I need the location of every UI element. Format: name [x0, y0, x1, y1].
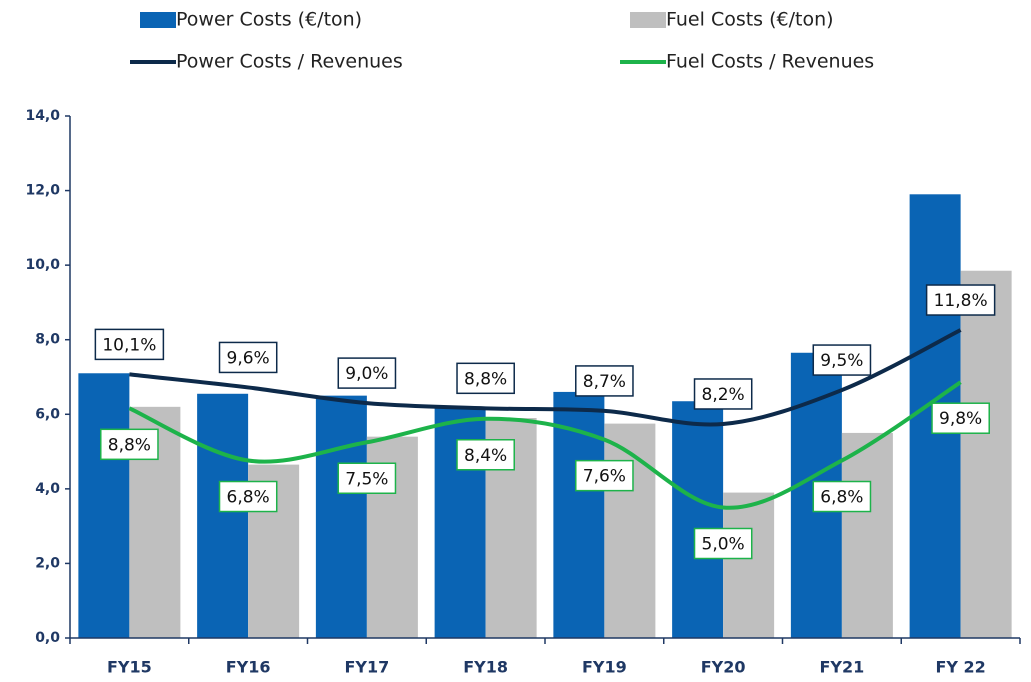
value-label-box — [925, 284, 996, 316]
legend-label: Power Costs / Revenues — [176, 51, 403, 73]
value-label: 11,8% — [934, 291, 988, 311]
x-tick-label: FY16 — [226, 658, 271, 677]
legend-swatch — [630, 12, 666, 28]
x-tick-label: FY20 — [701, 658, 746, 677]
y-tick-label: 0,0 — [35, 630, 60, 646]
value-label: 8,2% — [702, 385, 745, 405]
value-label-box — [100, 428, 159, 461]
value-label-box — [337, 357, 397, 389]
value-label: 7,6% — [583, 467, 626, 487]
y-tick-label: 4,0 — [35, 481, 60, 497]
value-label-box — [693, 378, 753, 410]
value-label: 9,0% — [345, 364, 388, 384]
x-tick-label: FY19 — [582, 658, 627, 677]
x-tick-label: FY15 — [107, 658, 152, 677]
bar — [78, 373, 130, 638]
y-tick-label: 12,0 — [25, 183, 60, 199]
y-tick-label: 10,0 — [25, 257, 60, 273]
value-label: 8,4% — [464, 446, 507, 466]
bar — [315, 395, 367, 638]
legend-swatch — [140, 12, 176, 28]
value-label-box — [337, 462, 397, 494]
value-label: 9,5% — [820, 351, 863, 371]
y-tick-label: 14,0 — [25, 108, 60, 124]
value-label: 10,1% — [102, 335, 156, 355]
x-tick-label: FY 22 — [935, 658, 985, 677]
bar — [723, 492, 775, 638]
value-label-box — [693, 527, 753, 560]
x-tick-label: FY18 — [463, 658, 508, 677]
value-label: 7,5% — [345, 469, 388, 489]
line — [128, 380, 962, 510]
value-label-box — [931, 402, 990, 434]
bar — [604, 423, 656, 638]
line — [129, 328, 962, 427]
bar — [960, 270, 1012, 638]
value-label-box — [575, 365, 634, 397]
value-label-box — [218, 341, 278, 374]
value-label: 8,7% — [583, 372, 626, 392]
value-label-box — [812, 344, 872, 376]
value-label: 9,6% — [227, 348, 270, 368]
value-label: 8,8% — [464, 369, 507, 389]
value-label-box — [575, 459, 634, 492]
value-label-box — [218, 480, 278, 513]
value-label: 6,8% — [227, 488, 270, 508]
legend-label: Fuel Costs (€/ton) — [666, 9, 834, 31]
y-tick-label: 2,0 — [35, 555, 60, 571]
value-label: 6,8% — [820, 488, 863, 508]
value-label-box — [94, 328, 165, 361]
y-tick-label: 8,0 — [35, 332, 60, 348]
value-label: 5,0% — [702, 535, 745, 555]
value-label-box — [456, 439, 515, 471]
value-label: 8,8% — [108, 435, 151, 455]
bar — [841, 432, 893, 638]
x-tick-label: FY17 — [344, 658, 389, 677]
legend-label: Fuel Costs / Revenues — [666, 51, 874, 73]
bar — [553, 391, 605, 638]
x-tick-label: FY21 — [819, 658, 864, 677]
legend-label: Power Costs (€/ton) — [176, 9, 362, 31]
bar — [672, 401, 724, 638]
value-label-box — [812, 480, 872, 513]
value-label-box — [456, 362, 515, 395]
value-label: 9,8% — [939, 409, 982, 429]
y-tick-label: 6,0 — [35, 406, 60, 422]
bar — [197, 393, 249, 638]
